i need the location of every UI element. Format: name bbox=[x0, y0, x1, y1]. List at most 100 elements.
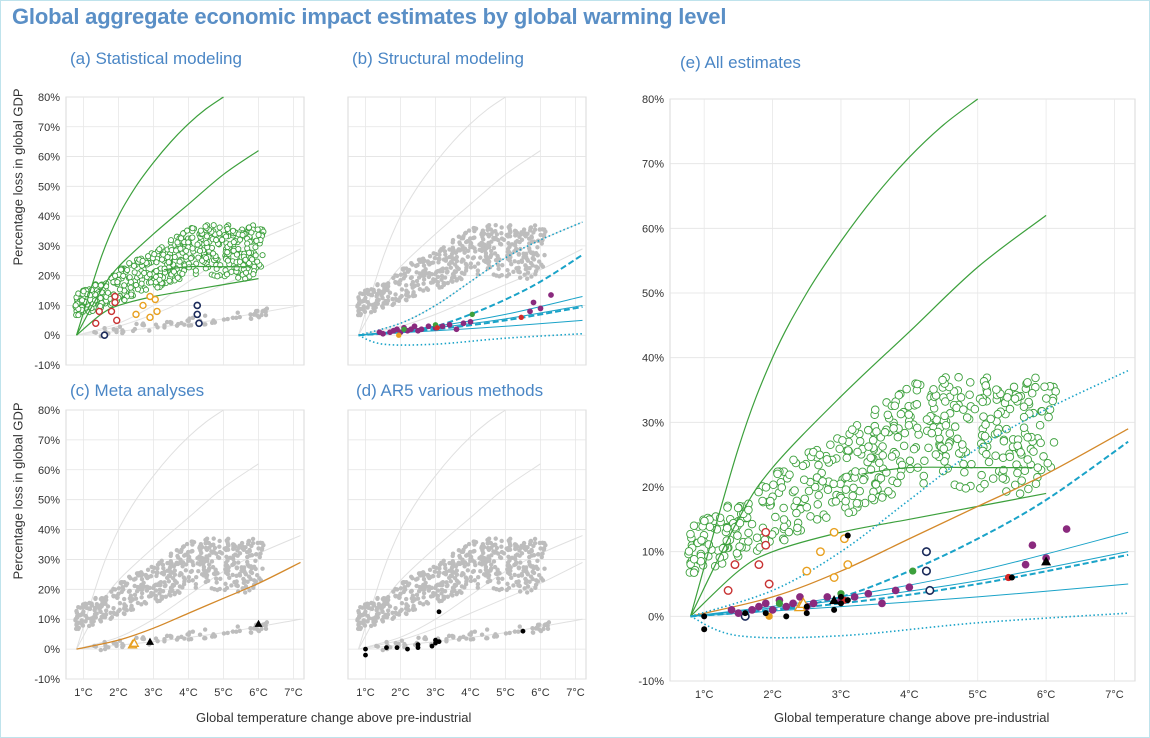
panel-d-grey-point bbox=[468, 553, 473, 559]
panel-a-statistical-point bbox=[224, 249, 231, 256]
panel-d-grey-point bbox=[449, 592, 454, 597]
panel-e-orange-ring-point bbox=[829, 573, 839, 582]
panel-c-x-tick-label: 1°C bbox=[74, 687, 93, 699]
panel-d-grey-point bbox=[372, 615, 378, 620]
panel-d-x-tick-label: 2°C bbox=[391, 687, 410, 699]
panel-a-y-tick-label: 80% bbox=[38, 92, 60, 104]
panel-d-grey-point bbox=[517, 589, 523, 594]
panel-c-grey-point bbox=[253, 558, 258, 564]
panel-c-grey-point bbox=[246, 564, 252, 569]
panel-c-grey-point bbox=[248, 630, 254, 635]
panel-c-y-tick-label: 30% bbox=[38, 554, 60, 566]
panel-d-grey-point bbox=[465, 562, 471, 567]
panel-e-statistical-point bbox=[896, 471, 905, 481]
panel-b-grey-point bbox=[517, 275, 523, 280]
panel-d-grey-point bbox=[369, 606, 375, 612]
panel-d-grey-point bbox=[387, 604, 393, 609]
panel-b-grey-point bbox=[380, 304, 385, 309]
panel-a-y-tick-label: 20% bbox=[38, 271, 60, 283]
panel-e-orange-ring-point bbox=[829, 527, 839, 537]
panel-b-grey-point bbox=[426, 274, 432, 280]
panel-b-grey-point bbox=[358, 312, 363, 318]
panel-c-grey-point bbox=[237, 551, 243, 556]
panel-a-statistical-point bbox=[72, 302, 79, 309]
panel-d-grey-point bbox=[509, 555, 515, 561]
panel-b-grey-point bbox=[394, 297, 399, 303]
panel-c-grey-point bbox=[223, 547, 229, 553]
panel-b-purple-point bbox=[411, 323, 418, 330]
panel-e-statistical-point bbox=[689, 521, 699, 530]
panel-d-grey-point bbox=[444, 583, 450, 589]
panel-d-grey-point bbox=[507, 572, 513, 577]
panel-a-title: (a) Statistical modeling bbox=[70, 49, 242, 68]
panel-d-grey-point bbox=[523, 576, 528, 582]
panel-c-grey-point bbox=[214, 580, 219, 585]
panel-c-grey-point bbox=[102, 646, 108, 652]
panel-b-grey-point bbox=[361, 307, 367, 313]
panel-b-grey-point bbox=[449, 251, 455, 257]
panel-d-grey-point bbox=[538, 546, 543, 551]
panel-b-grey-point bbox=[531, 257, 537, 262]
panel-d-grey-point bbox=[497, 555, 503, 560]
panel-b-grey-point bbox=[521, 227, 527, 232]
panel-b-purple-point bbox=[467, 318, 474, 325]
panel-e-statistical-point bbox=[941, 421, 951, 430]
panel-b-curve-blue-dotted-upper bbox=[358, 221, 583, 336]
panel-e-statistical-point bbox=[1023, 433, 1032, 442]
panel-a-statistical-point bbox=[158, 256, 166, 263]
panel-a-statistical-point bbox=[117, 266, 125, 273]
panel-c-grey-point bbox=[159, 594, 164, 600]
panel-c-grey-point bbox=[117, 601, 123, 606]
panel-c-grey-point bbox=[181, 553, 187, 558]
panel-c-grey-point bbox=[150, 569, 156, 574]
panel-e-statistical-point bbox=[689, 568, 699, 577]
panel-c-grey-point bbox=[170, 576, 176, 581]
panel-e-statistical-point bbox=[1037, 407, 1047, 416]
panel-a-statistical-point bbox=[222, 233, 230, 240]
panel-e-statistical-point bbox=[818, 477, 827, 486]
panel-e-statistical-point bbox=[849, 483, 858, 493]
panel-e-curve-blue-dotted-lower bbox=[690, 612, 1129, 639]
panel-e-statistical-point bbox=[875, 458, 884, 468]
panel-b-grey-point bbox=[472, 246, 477, 251]
panel-d-grey-point bbox=[542, 566, 547, 571]
panel-c-grey-point bbox=[109, 615, 115, 620]
panel-c-grey-point bbox=[180, 564, 185, 569]
panel-e-statistical-point bbox=[705, 522, 715, 532]
panel-d-grey-point bbox=[531, 543, 536, 549]
panel-d-grey-point bbox=[419, 571, 424, 576]
panel-e-statistical-point bbox=[814, 460, 823, 470]
panel-e-statistical-point bbox=[1036, 438, 1045, 448]
panel-d-grey-point bbox=[491, 559, 497, 564]
panel-e-statistical-point bbox=[1005, 404, 1015, 414]
panel-d-grey-point bbox=[522, 586, 527, 591]
panel-a-red-ring-point bbox=[113, 316, 121, 325]
panel-e-statistical-point bbox=[848, 491, 857, 501]
panel-e-statistical-point bbox=[841, 485, 851, 494]
panel-b-grey-point bbox=[485, 255, 491, 261]
panel-c-grey-point bbox=[197, 632, 203, 637]
panel-d-grey-point bbox=[393, 593, 398, 598]
panel-e-statistical-point bbox=[826, 440, 835, 449]
panel-d-grey-point bbox=[507, 540, 512, 545]
panel-d-grey-point bbox=[416, 635, 421, 641]
panel-b-grey-point bbox=[459, 259, 464, 264]
panel-e-statistical-point bbox=[831, 497, 841, 506]
panel-e-ar5-point bbox=[742, 610, 749, 617]
panel-e-red-ring-point bbox=[764, 579, 774, 589]
panel-c-grey-point bbox=[237, 628, 242, 634]
panel-b-grey-point bbox=[463, 239, 469, 245]
panel-e-statistical-point bbox=[1027, 388, 1037, 398]
panel-a-statistical-point bbox=[132, 281, 140, 289]
panel-c-grey-point bbox=[124, 607, 130, 613]
panel-b-grey-point bbox=[445, 280, 451, 286]
panel-e-statistical-point bbox=[864, 442, 873, 451]
panel-b-grey-point bbox=[404, 288, 409, 293]
panel-e-statistical-point bbox=[792, 496, 801, 506]
panel-d-grey-curve bbox=[358, 409, 506, 650]
panel-c-curve-orange-meta bbox=[76, 561, 301, 650]
panel-b-grey-point bbox=[440, 266, 446, 271]
panel-c-grey-point bbox=[205, 558, 210, 564]
panel-e-orange-ring-point bbox=[802, 566, 812, 576]
panel-a-y-tick-label: 40% bbox=[38, 211, 60, 223]
